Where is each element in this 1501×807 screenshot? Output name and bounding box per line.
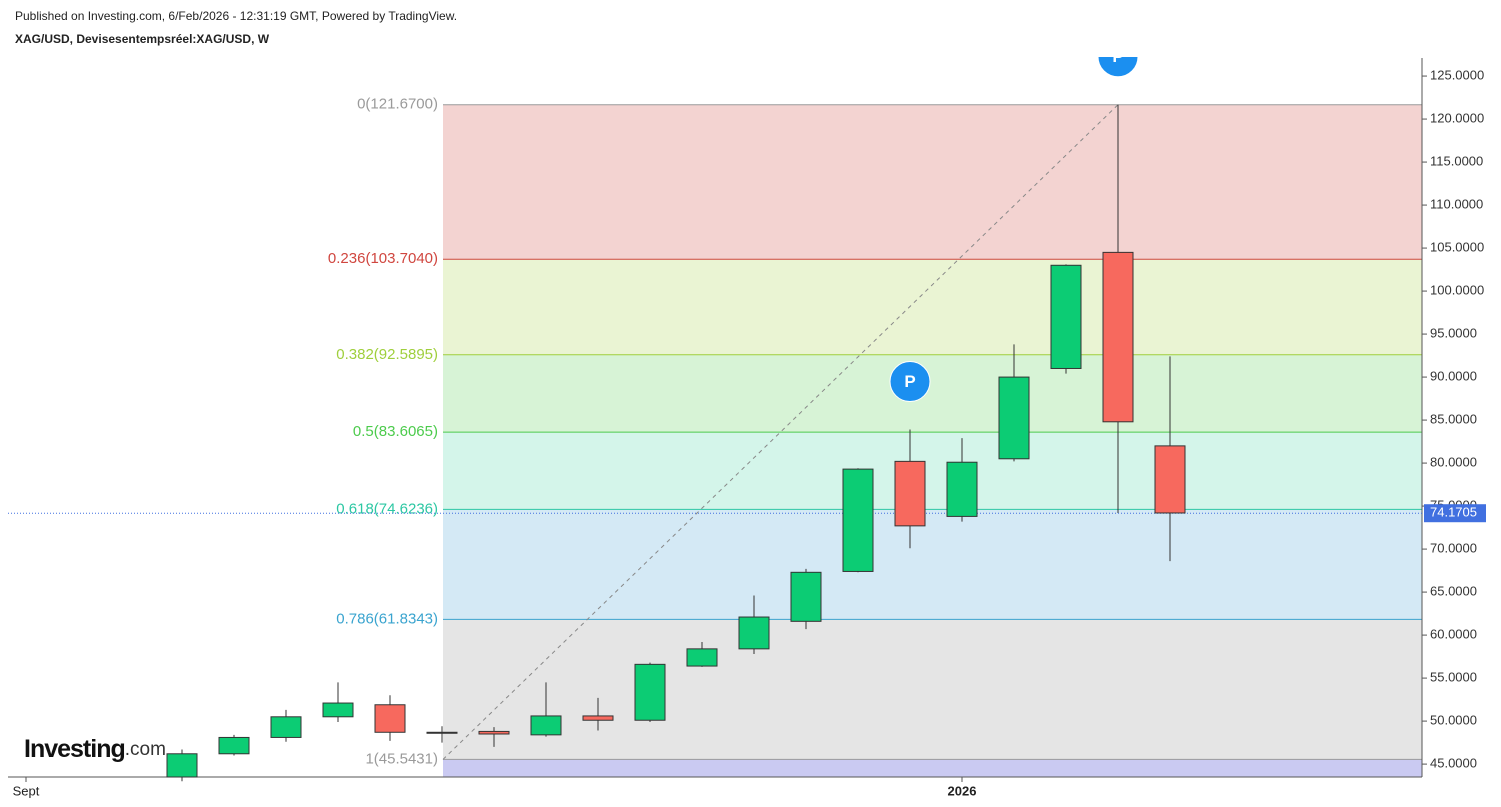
fib-label: 0(121.6700) [357, 96, 438, 113]
fib-band [443, 619, 1422, 760]
y-tick-label: 90.0000 [1430, 369, 1477, 384]
event-marker [889, 361, 931, 403]
y-tick-label: 60.0000 [1430, 627, 1477, 642]
candle-body [1154, 445, 1186, 514]
candle-body [426, 731, 458, 734]
candle-body [374, 704, 406, 733]
logo-word: Investing [24, 735, 125, 763]
fib-band [443, 104, 1422, 260]
fib-label: 0.236(103.7040) [328, 250, 438, 267]
candle-body [686, 648, 718, 667]
y-tick-label: 45.0000 [1430, 756, 1477, 771]
last-price-label: 74.1705 [1430, 505, 1477, 520]
fib-band [443, 432, 1422, 510]
candle-body [166, 753, 198, 778]
fib-label: 0.5(83.6065) [353, 423, 438, 440]
candle-body [218, 736, 250, 755]
y-tick-label: 100.0000 [1430, 283, 1484, 298]
candle-body [478, 730, 510, 735]
logo-suffix: .com [125, 739, 166, 760]
y-tick-label: 115.0000 [1430, 154, 1483, 169]
fib-label: 0.618(74.6236) [336, 500, 438, 517]
logo: Investing.com [24, 735, 166, 763]
fib-label: 0.382(92.5895) [336, 346, 438, 363]
event-label: P [904, 372, 915, 391]
candle-body [842, 468, 874, 572]
y-tick-label: 55.0000 [1430, 670, 1477, 685]
y-tick-label: 85.0000 [1430, 412, 1477, 427]
candle-body [1102, 251, 1134, 423]
candle-body [790, 571, 822, 622]
candle-body [634, 663, 666, 721]
fib-label: 0.786(61.8343) [336, 610, 438, 627]
header: Published on Investing.com, 6/Feb/2026 -… [15, 9, 457, 23]
candle-body [530, 715, 562, 736]
fib-band [443, 759, 1422, 777]
candle-body [1050, 264, 1082, 369]
y-tick-label: 80.0000 [1430, 455, 1477, 470]
y-tick-label: 125.0000 [1430, 67, 1484, 82]
fib-band [443, 509, 1422, 620]
x-tick-label: 2026 [948, 783, 977, 798]
y-tick-label: 110.0000 [1430, 197, 1483, 212]
y-tick-label: 50.0000 [1430, 713, 1477, 728]
x-tick-label: Sept [13, 783, 40, 798]
fib-label: 1(45.5431) [365, 750, 438, 767]
fib-band [443, 354, 1422, 433]
candle-body [738, 616, 770, 650]
candle-body [270, 716, 302, 738]
candle-body [946, 461, 978, 517]
candle-body [894, 460, 926, 527]
y-tick-label: 65.0000 [1430, 584, 1477, 599]
y-tick-label: 70.0000 [1430, 541, 1477, 556]
last-price-tag [1424, 504, 1486, 523]
y-tick-label: 95.0000 [1430, 326, 1477, 341]
candle-body [582, 715, 614, 721]
top-cover [0, 0, 1422, 57]
fib-band [443, 259, 1422, 355]
y-tick-label: 120.0000 [1430, 111, 1484, 126]
y-tick-label: 105.0000 [1430, 240, 1484, 255]
chart-title: XAG/USD, Devisesentempsréel:XAG/USD, W [15, 32, 270, 46]
candle-body [322, 702, 354, 718]
candle-body [998, 376, 1030, 460]
